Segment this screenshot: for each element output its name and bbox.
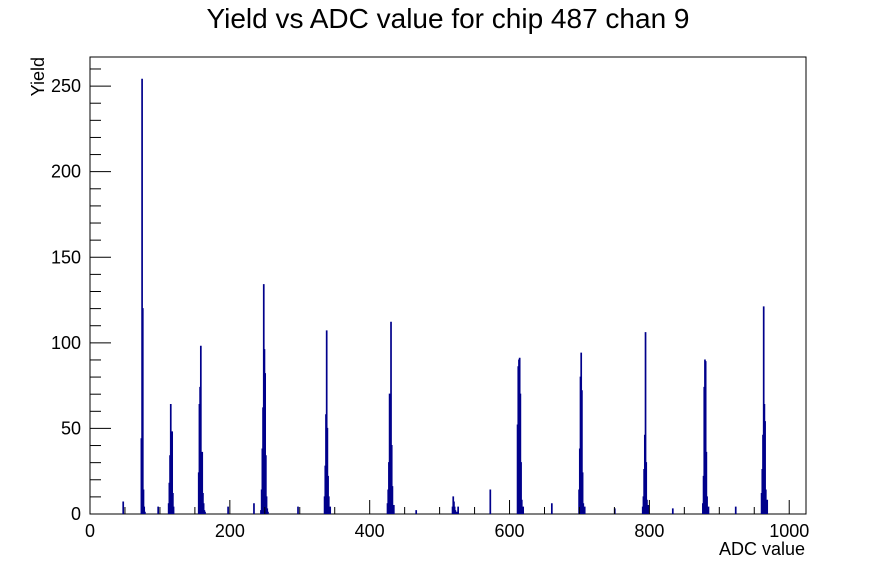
y-tick-label: 50 xyxy=(61,418,81,438)
histogram-bin xyxy=(766,499,769,514)
histogram-bin xyxy=(171,431,174,514)
histogram-bin xyxy=(204,511,206,514)
histogram-bin xyxy=(582,503,585,514)
histogram-bin xyxy=(390,321,392,514)
histogram-bin xyxy=(325,330,328,514)
y-tick-label: 100 xyxy=(51,333,81,353)
histogram-bin xyxy=(520,499,523,514)
histogram-bin xyxy=(199,345,202,514)
histogram-bin xyxy=(645,462,648,514)
chart-title: Yield vs ADC value for chip 487 chan 9 xyxy=(206,3,689,34)
x-axis-label: ADC value xyxy=(719,539,805,559)
histogram-bin xyxy=(705,451,708,514)
histogram-bin xyxy=(706,496,708,514)
x-tick-label: 800 xyxy=(634,521,664,541)
y-tick-label: 0 xyxy=(71,504,81,524)
histogram-bin xyxy=(489,489,492,514)
histogram-bin xyxy=(297,506,299,514)
y-tick-label: 200 xyxy=(51,162,81,182)
histogram-bin xyxy=(169,403,172,514)
x-tick-label: 0 xyxy=(85,521,95,541)
histogram-bin xyxy=(157,506,160,514)
histogram-bin xyxy=(227,506,229,514)
histogram-bin xyxy=(142,489,145,514)
histogram-bin xyxy=(646,499,648,514)
histogram-bin xyxy=(391,486,394,514)
histogram-bin xyxy=(644,332,647,514)
histogram-bin xyxy=(327,475,329,514)
histogram-bin xyxy=(266,508,269,514)
y-axis-label: Yield xyxy=(28,57,48,96)
histogram-bin xyxy=(550,503,553,514)
x-tick-label: 200 xyxy=(215,521,245,541)
histogram-bin xyxy=(764,489,767,514)
histogram-bin xyxy=(253,503,255,514)
histogram-bin xyxy=(520,462,522,514)
histogram-bin xyxy=(122,501,125,514)
histogram-bin xyxy=(734,506,737,514)
histogram-bin xyxy=(647,504,650,514)
histogram-bin xyxy=(265,455,267,514)
histogram-bin xyxy=(143,506,146,514)
y-tick-label: 150 xyxy=(51,247,81,267)
histogram-bin xyxy=(519,393,522,514)
histogram-bin xyxy=(392,504,395,514)
histogram-bin xyxy=(581,390,583,514)
plot-frame xyxy=(89,56,807,515)
histogram-bin xyxy=(415,510,418,514)
histogram-bin xyxy=(455,511,457,514)
histogram-bin xyxy=(141,78,143,514)
x-tick-label: 400 xyxy=(355,521,385,541)
y-axis: 0 50 100 150 200 250 xyxy=(51,68,111,524)
histogram-bin xyxy=(264,373,267,514)
histogram-bin xyxy=(327,496,330,514)
histogram-bin xyxy=(144,511,146,514)
x-tick-label: 1000 xyxy=(769,521,809,541)
histogram-bin xyxy=(202,503,205,514)
histogram-bin xyxy=(707,506,710,514)
histogram-bin xyxy=(267,511,269,514)
histogram-bin xyxy=(457,506,459,514)
x-axis: 0 200 400 600 800 1000 xyxy=(85,500,809,541)
histogram-bin xyxy=(326,427,329,514)
histogram-bin xyxy=(522,506,525,514)
plot-area-border xyxy=(89,56,807,515)
histogram-bin xyxy=(671,508,674,514)
histogram-bin xyxy=(581,472,584,514)
histogram-bin xyxy=(764,421,766,514)
histogram-bin xyxy=(172,492,174,514)
histogram-bin xyxy=(704,361,707,514)
y-tick-label: 250 xyxy=(51,76,81,96)
histogram-bars xyxy=(122,78,769,514)
histogram-bin xyxy=(141,308,144,514)
x-tick-label: 600 xyxy=(495,521,525,541)
histogram-bin xyxy=(329,506,332,514)
histogram-bin xyxy=(390,445,393,514)
histogram-bin xyxy=(172,506,175,514)
histogram-bin xyxy=(265,496,268,514)
histogram-bin xyxy=(201,451,204,514)
histogram-bin xyxy=(583,506,586,514)
